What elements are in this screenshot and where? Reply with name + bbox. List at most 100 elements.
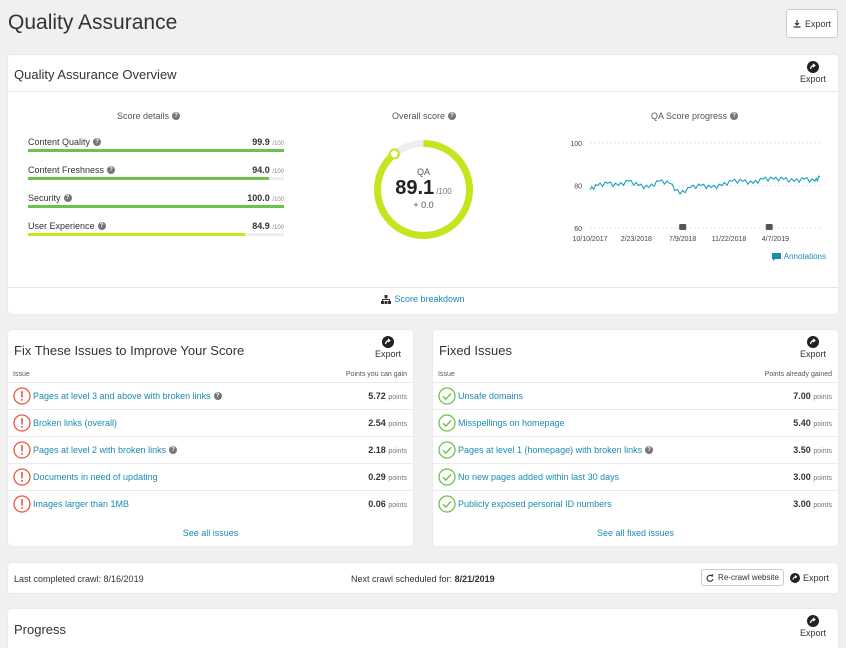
points-value: 3.00 [793,472,811,482]
metric-suffix: /100 [272,225,284,231]
help-icon[interactable]: ? [448,112,457,120]
column-issue: Issue [13,371,30,378]
see-all-issues-link[interactable]: See all issues [182,528,239,538]
score-breakdown-link[interactable]: Score breakdown [0,294,846,304]
issue-label: Images larger than 1MB [33,499,130,509]
annotations-link[interactable]: Annotations [771,252,826,261]
check-circle-icon [438,414,456,432]
points-unit: points [388,394,407,401]
issue-link[interactable]: Broken links (overall) [33,418,117,428]
help-icon[interactable]: ? [730,112,739,120]
points-unit: points [388,502,407,509]
export-label: Export [799,628,826,638]
score-details-heading: Score details ? [117,111,181,121]
issue-link[interactable]: Pages at level 3 and above with broken l… [33,391,222,401]
column-points: Points already gained [764,371,832,378]
crawl-bar: Last completed crawl: 8/16/2019 Next cra… [8,563,838,593]
help-icon[interactable]: ? [93,138,102,146]
help-icon[interactable]: ? [213,392,222,400]
qa-score-progress-chart: 60 80 100 10/10/2017 2/23/2018 7/9/2018 11/22/… [570,141,821,243]
help-icon[interactable]: ? [169,446,178,454]
issue-points: 3.50 points [793,445,832,455]
annotation-marker[interactable] [679,224,687,230]
issue-points: 3.00 points [793,472,832,482]
overview-divider [8,91,838,92]
export-label: Export [374,349,401,359]
y-tick-label: 100 [570,141,582,148]
overview-title: Quality Assurance Overview [14,67,177,82]
progress-export-button[interactable]: Export [800,615,826,638]
column-points: Points you can gain [345,371,407,378]
metric-label: Content Freshness [28,165,105,175]
metric-bar-track [28,233,284,236]
issue-link[interactable]: No new pages added within last 30 days [458,472,619,482]
progress-chart-title: QA Score progress [651,111,728,121]
score-breakdown-label: Score breakdown [394,294,465,304]
issue-link[interactable]: Unsafe domains [458,391,523,401]
points-unit: points [813,448,832,455]
x-tick-label: 4/7/2019 [762,236,789,243]
check-circle-icon [438,441,456,459]
help-icon[interactable]: ? [97,222,106,230]
progress-card: Progress Export [8,609,838,648]
issue-row: No new pages added within last 30 days 3.… [433,463,838,490]
check-circle-icon [438,387,456,405]
overview-export-button[interactable]: Export [800,61,826,84]
help-icon[interactable]: ? [645,446,654,454]
page-title: Quality Assurance [8,11,178,34]
fixed-issues-title: Fixed Issues [439,343,512,358]
gauge-arc [374,140,473,239]
recrawl-website-button[interactable]: Re-crawl website [701,569,784,586]
help-icon[interactable]: ? [172,112,181,120]
issue-link[interactable]: Misspellings on homepage [458,418,565,428]
export-button[interactable]: Export [786,9,838,38]
points-unit: points [813,475,832,482]
metric-bar-fill [28,177,269,180]
points-value: 5.72 [368,391,386,401]
issue-label: Pages at level 1 (homepage) with broken … [458,445,643,455]
gauge-label: QA [416,166,430,177]
progress-chart-heading: QA Score progress ? [651,111,739,121]
gauge-score: 89.1 [395,176,435,199]
metric-bar-track [28,149,284,152]
x-tick-label: 10/10/2017 [572,236,607,243]
issue-label: Misspellings on homepage [458,418,565,428]
y-tick-label: 60 [574,226,582,233]
comment-icon [771,252,781,261]
metric-label-row: Content Freshness? [28,165,116,175]
metric-bar-track [28,205,284,208]
fix-issues-export-button[interactable]: Export [375,336,401,359]
warning-icon [13,414,31,432]
crawl-export-button[interactable]: Export [790,573,829,583]
download-icon [793,19,801,28]
fixed-issues-export-button[interactable]: Export [800,336,826,359]
issue-label: Unsafe domains [458,391,524,401]
issue-points: 7.00 points [793,391,832,401]
metric-suffix: /100 [272,141,284,147]
points-value: 2.18 [368,445,386,455]
issue-link[interactable]: Pages at level 2 with broken links? [33,445,178,455]
metric-value: 99.9 [252,137,270,147]
see-all-fixed-issues-link[interactable]: See all fixed issues [596,528,675,538]
points-unit: points [813,421,832,428]
annotation-marker[interactable] [765,224,773,230]
issue-link[interactable]: Images larger than 1MB [33,499,129,509]
refresh-icon [706,573,714,582]
export-icon [806,336,819,348]
issue-link[interactable]: Pages at level 1 (homepage) with broken … [458,445,654,455]
issue-label: Documents in need of updating [33,472,158,482]
help-icon[interactable]: ? [107,166,116,174]
metric-value: 94.0 [252,165,270,175]
gauge-max: /100 [436,186,452,196]
issue-label: Broken links (overall) [33,418,118,428]
issue-label: No new pages added within last 30 days [458,472,620,482]
metric-label: User Experience [28,221,95,231]
score-metric: Content Quality? 99.9 /100 [28,134,284,156]
help-icon[interactable]: ? [63,194,72,202]
y-tick-label: 80 [574,184,582,191]
issue-link[interactable]: Publicly exposed personal ID numbers [458,499,612,509]
metric-label-row: User Experience? [28,221,106,231]
x-tick-label: 2/23/2018 [621,236,652,243]
issue-link[interactable]: Documents in need of updating [33,472,158,482]
points-value: 3.50 [793,445,811,455]
